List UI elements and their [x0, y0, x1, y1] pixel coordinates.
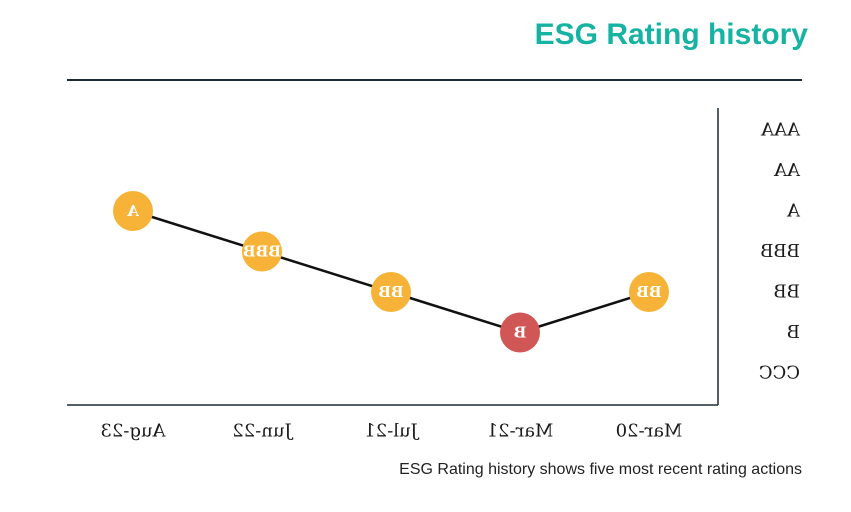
rating-point [500, 312, 540, 353]
y-tick-label: AAA [760, 120, 801, 141]
title-divider [67, 79, 802, 81]
rating-point [371, 272, 411, 312]
series-line-segment [519, 290, 650, 334]
rating-point [113, 191, 153, 231]
x-tick-label: Jul-21 [364, 421, 420, 442]
rating-point-label: BBB [243, 243, 281, 261]
rating-point [242, 231, 282, 272]
rating-point [629, 272, 669, 312]
y-tick-label: AA [773, 160, 801, 181]
rating-point-label: A [127, 202, 140, 220]
x-tick-label: Jun-22 [232, 421, 293, 442]
series-line-segment [132, 209, 263, 253]
x-tick-label: Mar-21 [487, 421, 554, 442]
rating-point-label: BB [636, 283, 661, 301]
y-tick-label: B [787, 322, 800, 343]
rating-point-label: B [514, 324, 527, 342]
y-tick-label: BBB [760, 241, 800, 262]
rating-point-label: BB [378, 283, 403, 301]
y-tick-label: BB [774, 282, 800, 303]
y-tick-label: CCC [759, 363, 800, 384]
series-line-segment [390, 290, 521, 334]
x-tick-label: Aug-23 [100, 421, 166, 442]
y-tick-label: A [786, 201, 801, 222]
x-tick-label: Mar-20 [616, 421, 683, 442]
series-line-segment [261, 250, 392, 294]
chart-caption: ESG Rating history shows five most recen… [399, 461, 802, 478]
page-title: ESG Rating history [534, 18, 808, 51]
